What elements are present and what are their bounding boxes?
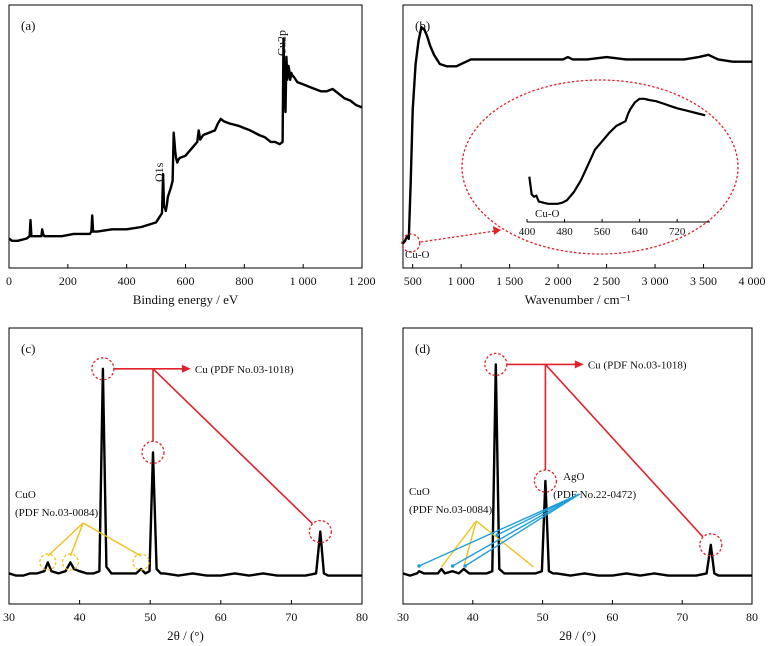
cuo-label: CuO: [15, 489, 36, 501]
cu-pdf-label: Cu (PDF No.03-1018): [588, 359, 687, 371]
inset-highlight-ellipse: [461, 79, 739, 255]
panel-label: (d): [415, 341, 430, 356]
x-tick-label: 30: [397, 610, 409, 624]
x-tick-label: 1 000: [448, 274, 475, 288]
cuo-peak-circle: [39, 553, 57, 571]
cuo-pointer-line: [440, 520, 477, 568]
cu-o-marker-circle: [401, 233, 421, 253]
plot-frame: [8, 327, 363, 605]
cuo-peak-circle: [61, 553, 80, 571]
cu-arrowhead: [181, 364, 191, 373]
x-tick-label: 4 000: [739, 274, 766, 288]
x-tick-label: 70: [285, 610, 297, 624]
cu-pdf-label: Cu (PDF No.03-1018): [195, 364, 294, 376]
plot-frame: [402, 4, 753, 269]
panel-label: (a): [21, 18, 35, 33]
x-tick-label: 200: [59, 274, 77, 288]
cuo-pointer-line: [475, 520, 534, 568]
ago-pointer-tip: [495, 533, 500, 537]
x-tick-label: 800: [235, 274, 253, 288]
ago-pdf-label: (PDF No.22-0472): [553, 489, 636, 501]
inset-x-tick-label: 640: [631, 226, 648, 238]
cuo-pointer-line: [463, 520, 477, 568]
x-tick-label: 600: [177, 274, 195, 288]
cu-arrowhead: [574, 360, 584, 369]
peak-label-o1s: O1s: [152, 162, 166, 182]
series-line: [8, 367, 362, 577]
ago-pointer-tip: [417, 564, 421, 568]
ago-pointer-line: [496, 493, 580, 536]
series-line: [402, 26, 752, 245]
peak-label-cu-o: Cu-O: [405, 249, 430, 261]
x-tick-label: 80: [356, 610, 368, 624]
panel-d-xrd-pattern: 30 40 50 60 70 80 (d) 2θ / (°) Cu (PDF No.03-101…: [397, 327, 758, 643]
peak-label-cu2p: Cu2p: [274, 30, 288, 56]
ago-pointer-line: [452, 493, 580, 567]
cu-peak-circle: [308, 519, 332, 544]
x-tick-label: 60: [606, 610, 618, 624]
x-tick-label: 60: [215, 610, 227, 624]
x-tick-label: 1 000: [290, 274, 317, 288]
inset-x-tick-label: 400: [519, 226, 536, 238]
x-tick-label: 2 000: [545, 274, 572, 288]
x-axis-title: Wavenumber / cm⁻¹: [525, 292, 631, 307]
inset-pointer-arrowhead: [493, 226, 501, 235]
plot-frame: [402, 327, 753, 605]
cuo-pointer-line: [47, 522, 84, 557]
x-tick-label: 0: [6, 274, 12, 288]
cu-branch-line: [152, 368, 313, 525]
x-tick-label: 500: [404, 274, 422, 288]
x-tick-label: 30: [3, 610, 15, 624]
x-tick-label: 1 200: [349, 274, 376, 288]
inset-x-tick-label: 720: [669, 226, 686, 238]
cuo-pointer-line: [82, 522, 142, 557]
cu-branch-line: [544, 363, 704, 538]
ago-pointer-tip: [463, 564, 467, 568]
cuo-label: CuO: [409, 486, 430, 498]
ago-pointer-line: [464, 493, 580, 567]
cuo-pdf-label: (PDF No.03-0084): [15, 507, 98, 519]
ago-label: AgO: [563, 471, 584, 483]
panel-label: (b): [415, 18, 430, 33]
x-axis-title: 2θ / (°): [559, 628, 596, 643]
x-tick-label: 400: [118, 274, 136, 288]
panel-c-xrd-pattern: 30 40 50 60 70 80 (c) 2θ / (°) Cu (PDF No.03-101…: [3, 327, 368, 643]
inset-label-cu-o: Cu-O: [535, 208, 560, 220]
panel-a-xps-survey: 0 200 400 600 800 1 000 1 200 (a) Binding energy…: [6, 4, 376, 307]
x-axis-title: Binding energy / eV: [133, 292, 239, 307]
x-tick-label: 3 000: [642, 274, 669, 288]
ago-pointer-line: [418, 493, 580, 567]
panel-b-ftir-spectrum: 500 1 000 1 500 2 000 2 500 3 000 3 500 4 000 (b…: [401, 4, 766, 307]
x-tick-label: 1 500: [496, 274, 523, 288]
x-tick-label: 80: [746, 610, 758, 624]
x-tick-label: 2 500: [593, 274, 620, 288]
ago-pointer-tip: [450, 564, 455, 568]
x-axis-title: 2θ / (°): [167, 628, 204, 643]
x-tick-label: 50: [537, 610, 549, 624]
inset-x-tick-label: 480: [556, 226, 573, 238]
cuo-pointer-line: [69, 522, 84, 557]
inset-series-line: [528, 97, 706, 205]
x-tick-label: 40: [467, 610, 479, 624]
cu-peak-circle: [699, 533, 723, 557]
series-line: [8, 37, 363, 243]
inset-x-tick-label: 560: [594, 226, 611, 238]
x-tick-label: 70: [676, 610, 688, 624]
x-tick-label: 3 500: [690, 274, 717, 288]
series-line: [402, 363, 752, 577]
x-tick-label: 40: [74, 610, 86, 624]
x-tick-label: 50: [144, 610, 156, 624]
panel-label: (c): [21, 341, 35, 356]
cuo-peak-circle: [132, 553, 150, 571]
inset-pointer-line: [420, 230, 496, 243]
cuo-pdf-label: (PDF No.03-0084): [409, 504, 492, 516]
plot-frame: [8, 4, 363, 269]
